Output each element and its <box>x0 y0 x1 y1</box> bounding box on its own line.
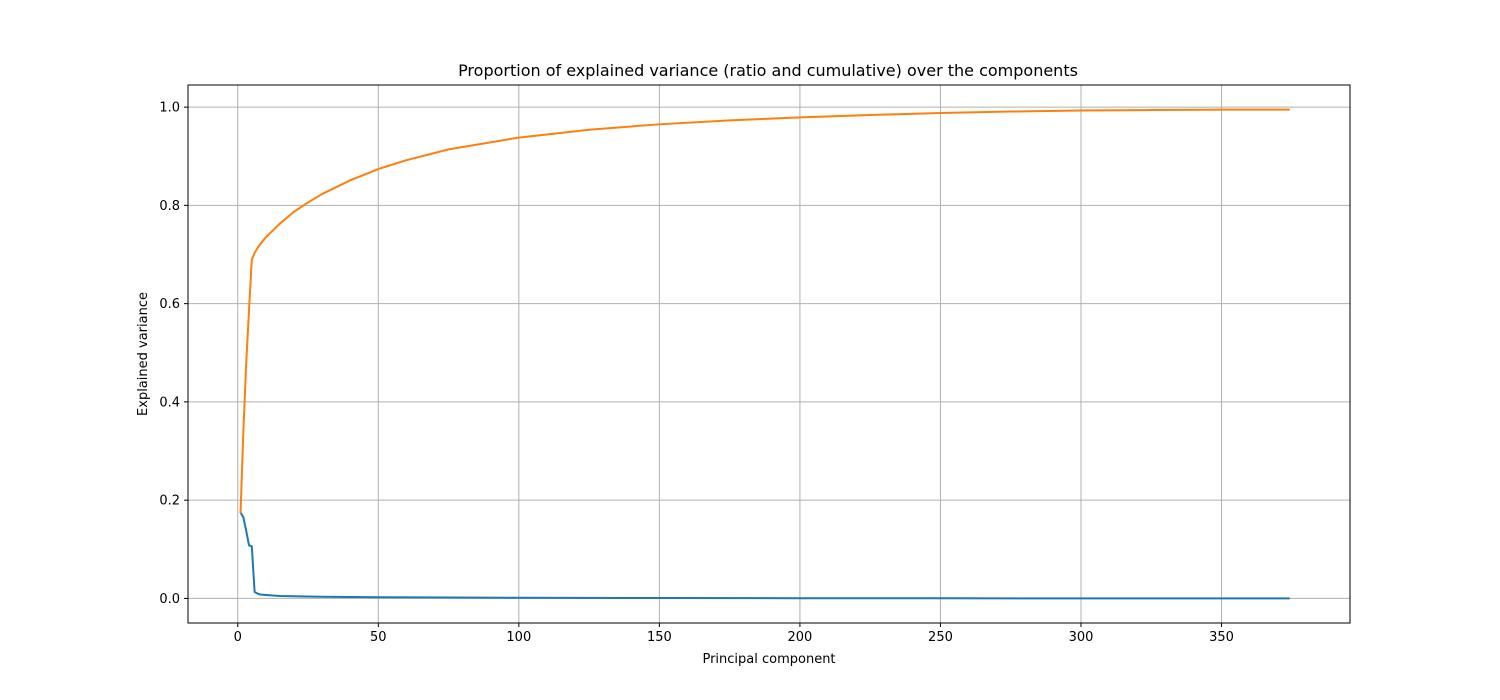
x-tick-label: 200 <box>788 630 813 645</box>
y-tick-label: 0.6 <box>159 297 180 312</box>
y-axis-label: Explained variance <box>136 292 151 416</box>
chart-title: Proportion of explained variance (ratio … <box>458 61 1078 80</box>
y-tick-label: 0.2 <box>159 494 180 509</box>
series-lines <box>239 108 1290 600</box>
x-axis: 0 50 100 150 200 250 300 350 <box>234 623 1234 645</box>
x-tick-label: 0 <box>234 630 242 645</box>
y-tick-label: 1.0 <box>159 101 180 116</box>
x-tick-label: 300 <box>1069 630 1094 645</box>
x-axis-label: Principal component <box>702 652 835 667</box>
x-tick-label: 150 <box>647 630 672 645</box>
x-tick-label: 250 <box>928 630 953 645</box>
y-tick-label: 0.4 <box>159 395 180 410</box>
grid <box>188 85 1350 623</box>
series-line-cumulative <box>239 108 1290 514</box>
y-tick-label: 0.8 <box>159 199 180 214</box>
plot-frame <box>187 84 1351 624</box>
series-line-ratio <box>239 511 1290 600</box>
y-tick-label: 0.0 <box>159 592 180 607</box>
y-axis: 0.0 0.2 0.4 0.6 0.8 1.0 <box>159 101 188 607</box>
x-tick-label: 50 <box>370 630 387 645</box>
x-tick-label: 100 <box>506 630 531 645</box>
x-tick-label: 350 <box>1209 630 1234 645</box>
